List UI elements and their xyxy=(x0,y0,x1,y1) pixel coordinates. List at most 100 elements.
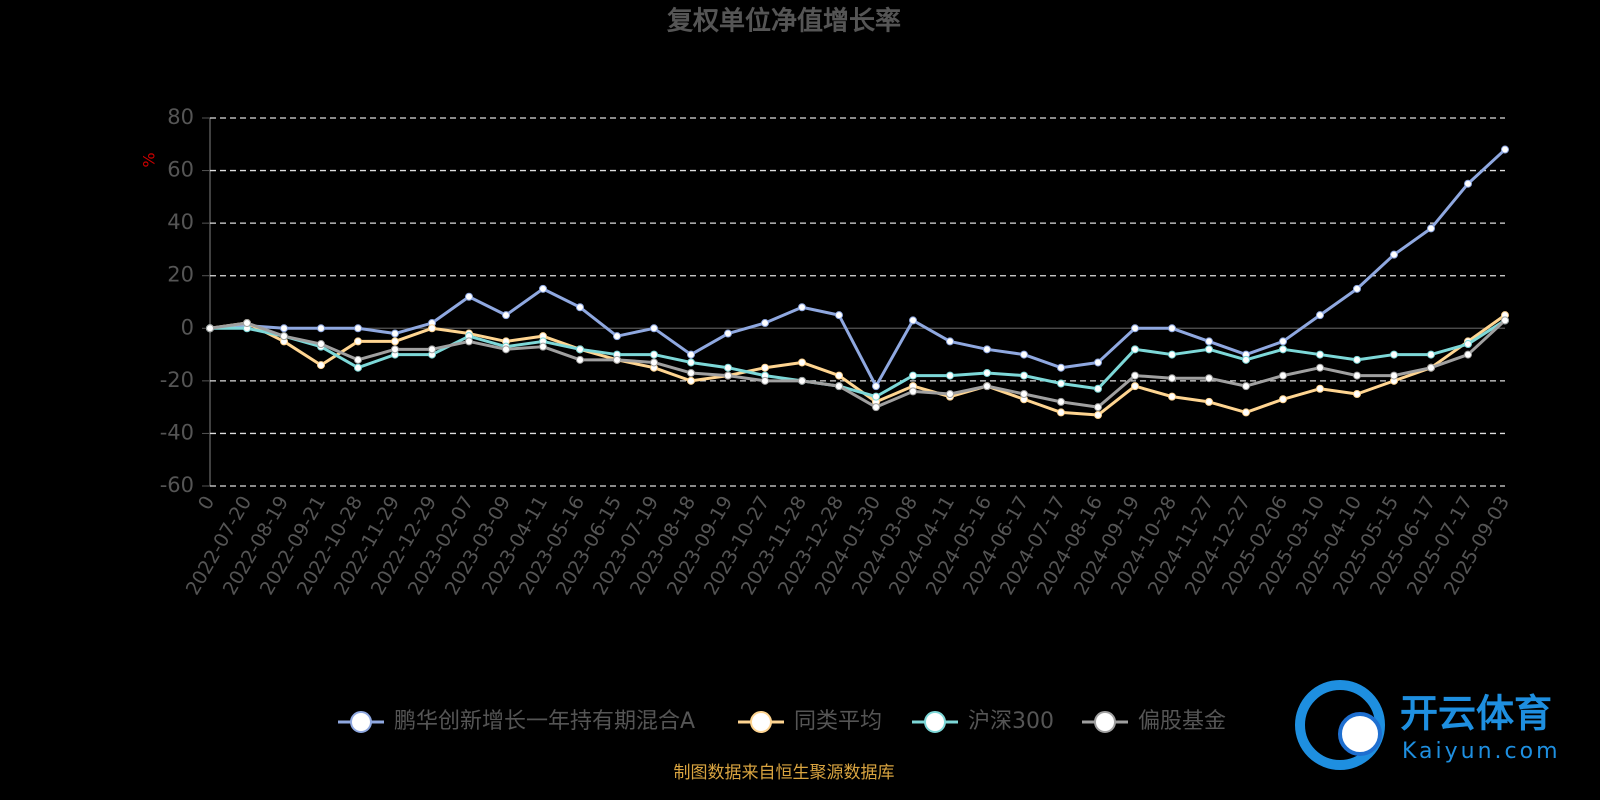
series-point xyxy=(1427,363,1435,372)
series-point xyxy=(1353,371,1361,380)
series-point xyxy=(1131,371,1139,380)
series-point xyxy=(650,350,658,359)
y-tick-label: 80 xyxy=(167,105,194,129)
series-point xyxy=(872,392,880,401)
series-point xyxy=(1353,284,1361,293)
series-point xyxy=(1353,390,1361,398)
legend-marker xyxy=(750,711,772,733)
series-point xyxy=(909,371,917,380)
series-point xyxy=(1501,316,1509,325)
series-point xyxy=(576,345,584,354)
series-point xyxy=(1242,382,1250,391)
series-point xyxy=(317,324,325,333)
series-point xyxy=(1316,384,1324,393)
series-point xyxy=(1131,345,1139,354)
series-point xyxy=(502,345,510,354)
series-point xyxy=(1131,382,1139,391)
series-line xyxy=(209,148,1507,388)
series-point xyxy=(1390,250,1398,259)
series-line xyxy=(209,313,1506,417)
logo-ball xyxy=(1338,712,1382,756)
series-point xyxy=(206,324,214,333)
series-point xyxy=(576,355,584,364)
series-point xyxy=(317,361,325,370)
series-point xyxy=(1094,358,1102,367)
series-point xyxy=(391,329,399,338)
series-point xyxy=(687,368,695,377)
series-point xyxy=(1168,324,1176,333)
legend-marker xyxy=(924,711,946,733)
series-point xyxy=(1020,371,1028,380)
y-tick-label: -60 xyxy=(160,473,194,497)
series-point xyxy=(650,358,658,367)
series-point xyxy=(761,363,769,372)
watermark-name: 开云体育 xyxy=(1400,692,1552,736)
series-point xyxy=(761,376,769,385)
series-point xyxy=(354,355,362,364)
series-point xyxy=(1316,350,1324,359)
series-point xyxy=(1168,374,1176,383)
legend-label: 沪深300 xyxy=(968,709,1054,734)
y-tick-label: 0 xyxy=(181,315,194,339)
series-point xyxy=(687,376,695,385)
series-point xyxy=(428,345,436,354)
series-point xyxy=(502,311,510,320)
series-point xyxy=(650,324,658,333)
legend-label: 同类平均 xyxy=(794,709,882,734)
series-point xyxy=(983,345,991,354)
series-point xyxy=(1094,411,1102,420)
series-point xyxy=(280,324,288,333)
series-line xyxy=(209,319,1507,409)
series-point xyxy=(1168,392,1176,401)
series-point xyxy=(687,358,695,367)
series-point xyxy=(835,371,843,380)
y-axis-label: % xyxy=(140,152,159,167)
series-point xyxy=(1205,397,1213,406)
y-tick-label: 40 xyxy=(167,210,194,234)
series-point xyxy=(946,337,954,346)
series-point xyxy=(724,371,732,380)
series-point xyxy=(1279,345,1287,354)
chart-title: 复权单位净值增长率 xyxy=(667,6,901,37)
y-tick-label: 60 xyxy=(167,158,194,182)
legend-marker xyxy=(350,711,372,733)
watermark: 开云体育 Kaiyun.com xyxy=(1295,680,1561,770)
series-point xyxy=(1279,337,1287,346)
series-point xyxy=(1168,350,1176,359)
series-point xyxy=(798,303,806,312)
series-point xyxy=(1390,371,1398,380)
series-point xyxy=(613,332,621,341)
legend-label: 鹏华创新增长一年持有期混合A xyxy=(394,709,695,734)
series-point xyxy=(798,376,806,385)
series-point xyxy=(1279,371,1287,380)
series-point xyxy=(1205,345,1213,354)
series-point xyxy=(835,311,843,320)
y-tick-label: 20 xyxy=(167,263,194,287)
series-point xyxy=(1057,363,1065,372)
series-point xyxy=(1131,324,1139,333)
series-point xyxy=(1427,350,1435,359)
series-point xyxy=(354,363,362,372)
series-point xyxy=(983,382,991,391)
series-point xyxy=(1353,355,1361,364)
series-point xyxy=(798,358,806,367)
series-point xyxy=(1205,337,1213,346)
series-point xyxy=(391,345,399,354)
series-point xyxy=(1020,350,1028,359)
series-point xyxy=(1242,408,1250,417)
series-point xyxy=(1057,397,1065,406)
series-point xyxy=(539,342,547,351)
series-point xyxy=(1464,179,1472,188)
y-tick-label: -40 xyxy=(160,420,194,444)
series-point xyxy=(1427,224,1435,233)
series-point xyxy=(1316,363,1324,372)
series-point xyxy=(1094,384,1102,393)
watermark-site: Kaiyun.com xyxy=(1402,739,1561,764)
series-point xyxy=(909,316,917,325)
series-point xyxy=(1057,408,1065,417)
series-point xyxy=(1464,350,1472,359)
series-point xyxy=(687,350,695,359)
y-tick-label: -20 xyxy=(160,368,194,392)
